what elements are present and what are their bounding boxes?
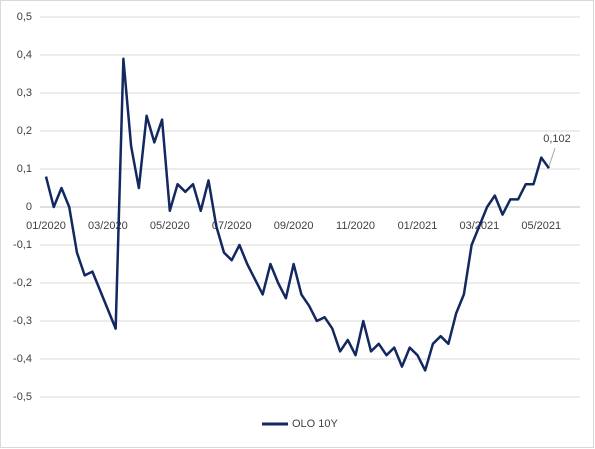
y-tick-label: 0,3 [17,87,32,99]
y-tick-label: 0 [26,201,32,213]
y-tick-label: -0,5 [13,391,32,403]
x-tick-label: 09/2020 [274,220,314,232]
y-tick-label: -0,1 [13,239,32,251]
x-tick-label: 03/2020 [88,220,128,232]
x-tick-label: 05/2021 [521,220,561,232]
x-tick-label: 01/2020 [26,220,66,232]
y-tick-label: -0,4 [13,353,32,365]
x-tick-label: 07/2020 [212,220,252,232]
data-label: 0,102 [543,133,571,145]
y-tick-label: -0,3 [13,315,32,327]
y-tick-label: 0,1 [17,163,32,175]
x-tick-label: 01/2021 [398,220,438,232]
legend-label: OLO 10Y [292,418,339,430]
series-line [44,57,551,372]
y-tick-label: -0,2 [13,277,32,289]
y-tick-label: 0,4 [17,49,32,61]
y-tick-label: 0,2 [17,125,32,137]
label-leader [548,148,556,167]
x-tick-label: 05/2020 [150,220,190,232]
x-tick-label: 11/2020 [336,220,375,232]
y-tick-label: 0,5 [17,11,32,23]
